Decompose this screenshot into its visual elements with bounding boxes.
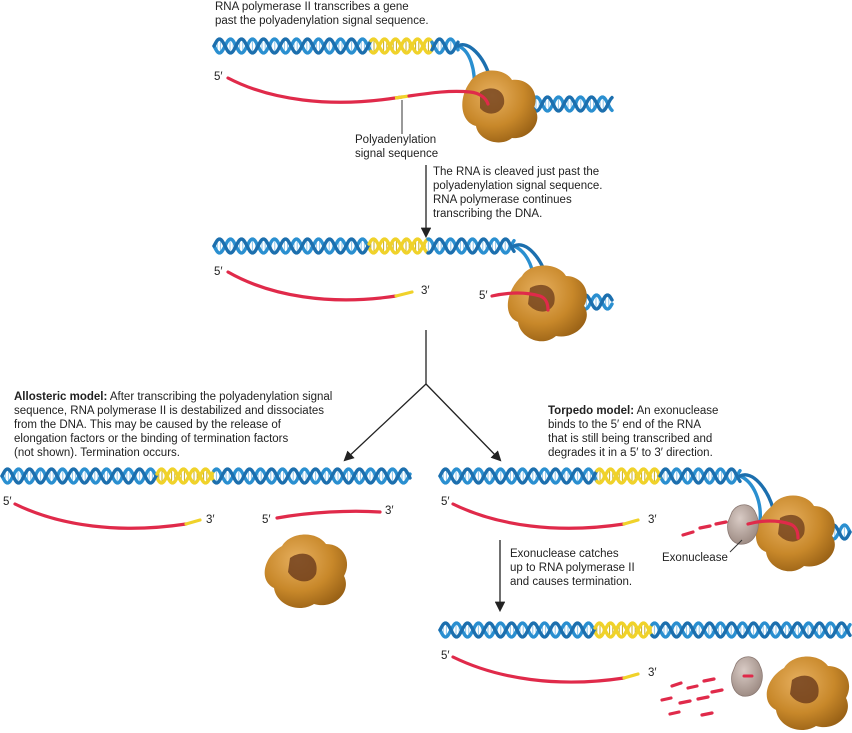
dna-layer xyxy=(0,37,852,639)
a-five-a: 5′ xyxy=(3,496,12,508)
rna-allo-a xyxy=(13,502,188,530)
b-three: 3′ xyxy=(648,667,657,679)
allosteric-line2: sequence, RNA polymerase II is destabili… xyxy=(14,405,325,417)
step2-line4: transcribing the DNA. xyxy=(433,208,543,220)
step2-caption: The RNA is cleaved just past the polyade… xyxy=(433,165,602,221)
signal-label-line2: signal sequence xyxy=(355,148,439,160)
catch-caption: Exonuclease catches up to RNA polymerase… xyxy=(510,547,635,589)
rna-2a-signal xyxy=(394,290,414,298)
polymerase-3-cleft xyxy=(778,514,805,542)
p2-five-b: 5′ xyxy=(479,290,488,302)
polymerase-1-cleft xyxy=(480,88,505,114)
catch-line1: Exonuclease catches xyxy=(510,548,619,560)
p2-five-a: 5′ xyxy=(214,266,223,278)
catch-line2: up to RNA polymerase II xyxy=(510,562,635,574)
step2-line3: RNA polymerase continues xyxy=(433,194,572,206)
allosteric-title: Allosteric model: xyxy=(14,391,108,403)
rna-1-signal xyxy=(394,94,410,100)
exo-pointer xyxy=(729,539,743,553)
rna-torp-a xyxy=(451,502,626,530)
p1-five: 5′ xyxy=(214,71,223,83)
torpedo-line1: An exonuclease xyxy=(634,405,719,417)
step2-line2: polyadenylation signal sequence. xyxy=(433,180,603,192)
rna-final xyxy=(451,655,626,684)
polymerase-free-cleft xyxy=(288,553,317,582)
torpedo-line4: degrades it in a 5′ to 3′ direction. xyxy=(548,447,713,459)
allosteric-line4: elongation factors or the binding of ter… xyxy=(14,433,289,445)
rna-allo-a-signal xyxy=(184,518,202,526)
torpedo-caption: Torpedo model: An exonuclease binds to t… xyxy=(548,404,718,460)
signal-label-line1: Polyadenylation xyxy=(355,134,437,146)
p2-three-a: 3′ xyxy=(421,285,430,297)
panel-1-polymerase xyxy=(462,70,538,143)
rna-1-extension xyxy=(407,89,490,106)
torpedo-line3: that is still being transcribed and xyxy=(548,433,713,445)
dna-1-upstream xyxy=(212,37,460,55)
rna-1 xyxy=(226,76,404,104)
b-five: 5′ xyxy=(441,650,450,662)
allosteric-polymerase xyxy=(264,534,348,609)
a-five-b: 5′ xyxy=(262,514,271,526)
rna-torp-a-signal xyxy=(622,518,640,526)
dna-torp-upstream xyxy=(438,467,742,485)
allosteric-line1: After transcribing the polyadenylation s… xyxy=(107,391,333,403)
arrow-torpedo xyxy=(425,383,502,462)
arrow-allosteric xyxy=(343,383,427,462)
t-five-a: 5′ xyxy=(441,496,450,508)
final-polymerase xyxy=(766,656,850,731)
torpedo-title: Torpedo model: xyxy=(548,405,635,417)
dna-allo xyxy=(0,467,412,485)
rna-torp-b xyxy=(746,519,800,540)
rna-2a xyxy=(226,270,398,302)
torpedo-polymerase xyxy=(755,495,835,572)
step1-caption: RNA polymerase II transcribes a gene pas… xyxy=(215,0,429,28)
step1-line2: past the polyadenylation signal sequence… xyxy=(215,15,429,27)
signal-label: Polyadenylation signal sequence xyxy=(355,133,438,161)
a-three-a: 3′ xyxy=(206,514,215,526)
polymerase-4-cleft xyxy=(790,675,819,704)
rna-final-signal xyxy=(622,672,640,680)
torpedo-line2: binds to the 5′ end of the RNA xyxy=(548,419,702,431)
t-three-a: 3′ xyxy=(648,514,657,526)
allosteric-line3: from the DNA. This may be caused by the … xyxy=(14,419,281,431)
allosteric-caption: Allosteric model: After transcribing the… xyxy=(14,390,332,460)
dna-final xyxy=(438,621,852,639)
catch-line3: and causes termination. xyxy=(510,576,633,588)
rna-fragments-1 xyxy=(681,520,728,537)
step1-line1: RNA polymerase II transcribes a gene xyxy=(215,1,409,13)
dna-2-upstream xyxy=(212,237,516,255)
exonuclease-1 xyxy=(727,504,759,545)
a-three-b: 3′ xyxy=(385,505,394,517)
rna-fragments-2 xyxy=(660,677,724,717)
step2-line1: The RNA is cleaved just past the xyxy=(433,166,600,178)
exonuclease-label: Exonuclease xyxy=(662,552,728,564)
allosteric-line5: (not shown). Termination occurs. xyxy=(14,447,180,459)
rna-2b xyxy=(490,291,550,312)
rna-allo-b xyxy=(275,509,382,520)
